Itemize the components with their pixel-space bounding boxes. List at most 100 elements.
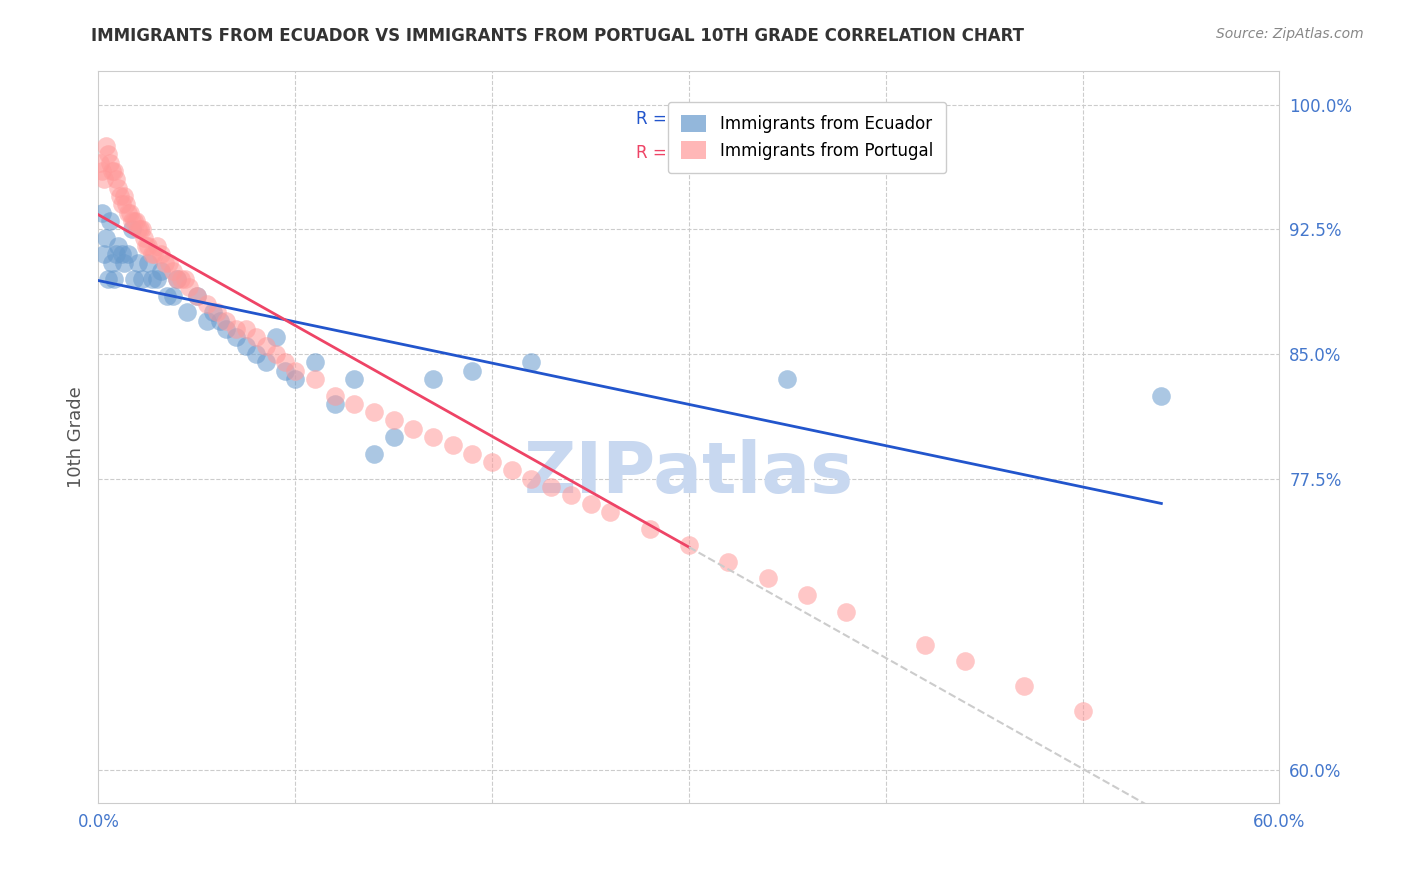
Point bbox=[101, 164, 124, 178]
Point bbox=[141, 272, 163, 286]
Point bbox=[166, 272, 188, 286]
Point bbox=[520, 355, 543, 369]
Point bbox=[93, 172, 115, 186]
Point bbox=[461, 363, 484, 377]
Point bbox=[343, 372, 366, 386]
Point bbox=[132, 230, 155, 244]
Point bbox=[131, 222, 153, 236]
Point bbox=[264, 347, 287, 361]
Point bbox=[131, 272, 153, 286]
Point bbox=[678, 538, 700, 552]
Point bbox=[914, 638, 936, 652]
Point bbox=[89, 156, 111, 170]
Point bbox=[382, 430, 405, 444]
Point bbox=[209, 314, 232, 328]
Point bbox=[245, 330, 267, 344]
Point bbox=[177, 280, 200, 294]
Point bbox=[107, 239, 129, 253]
Point bbox=[796, 588, 818, 602]
Point bbox=[461, 447, 484, 461]
Point bbox=[91, 164, 114, 178]
Text: Source: ZipAtlas.com: Source: ZipAtlas.com bbox=[1216, 27, 1364, 41]
Point bbox=[117, 205, 139, 219]
Point bbox=[121, 222, 143, 236]
Point bbox=[122, 214, 145, 228]
Point bbox=[97, 147, 120, 161]
Point bbox=[402, 422, 425, 436]
Point bbox=[98, 214, 121, 228]
Point bbox=[215, 314, 238, 328]
Point bbox=[599, 505, 621, 519]
Point bbox=[225, 330, 247, 344]
Point bbox=[225, 322, 247, 336]
Point bbox=[363, 405, 385, 419]
Point bbox=[323, 388, 346, 402]
Point bbox=[103, 164, 125, 178]
Point bbox=[1071, 704, 1094, 718]
Point bbox=[115, 197, 138, 211]
Point bbox=[304, 355, 326, 369]
Point bbox=[174, 272, 197, 286]
Point bbox=[98, 156, 121, 170]
Point bbox=[91, 205, 114, 219]
Point bbox=[118, 205, 141, 219]
Point bbox=[150, 247, 173, 261]
Point bbox=[121, 214, 143, 228]
Point bbox=[520, 472, 543, 486]
Point bbox=[254, 338, 277, 352]
Point bbox=[111, 247, 134, 261]
Point bbox=[128, 222, 150, 236]
Point bbox=[112, 255, 135, 269]
Point bbox=[108, 189, 131, 203]
Point bbox=[274, 355, 297, 369]
Point bbox=[1150, 388, 1173, 402]
Point bbox=[170, 272, 193, 286]
Point bbox=[205, 305, 228, 319]
Point bbox=[441, 438, 464, 452]
Point bbox=[1012, 680, 1035, 694]
Point bbox=[756, 571, 779, 585]
Text: R = -0.384    N = 73: R = -0.384 N = 73 bbox=[636, 144, 804, 161]
Point bbox=[481, 455, 503, 469]
Point bbox=[363, 447, 385, 461]
Point bbox=[195, 314, 218, 328]
Point bbox=[274, 363, 297, 377]
Point bbox=[146, 272, 169, 286]
Point bbox=[156, 289, 179, 303]
Point bbox=[186, 289, 208, 303]
Point bbox=[501, 463, 523, 477]
Point bbox=[382, 413, 405, 427]
Point bbox=[264, 330, 287, 344]
Point bbox=[122, 272, 145, 286]
Point bbox=[540, 480, 562, 494]
Point bbox=[343, 397, 366, 411]
Point bbox=[112, 189, 135, 203]
Point bbox=[127, 222, 149, 236]
Point bbox=[284, 363, 307, 377]
Point bbox=[155, 255, 177, 269]
Text: IMMIGRANTS FROM ECUADOR VS IMMIGRANTS FROM PORTUGAL 10TH GRADE CORRELATION CHART: IMMIGRANTS FROM ECUADOR VS IMMIGRANTS FR… bbox=[91, 27, 1025, 45]
Point bbox=[953, 655, 976, 669]
Point bbox=[125, 214, 148, 228]
Point bbox=[150, 264, 173, 278]
Point bbox=[93, 247, 115, 261]
Point bbox=[96, 139, 118, 153]
Point bbox=[717, 555, 740, 569]
Point bbox=[579, 497, 602, 511]
Point bbox=[136, 239, 159, 253]
Point bbox=[105, 172, 128, 186]
Point bbox=[201, 305, 224, 319]
Point bbox=[101, 255, 124, 269]
Text: ZIPatlas: ZIPatlas bbox=[524, 439, 853, 508]
Point bbox=[422, 430, 444, 444]
Point bbox=[135, 239, 157, 253]
Y-axis label: 10th Grade: 10th Grade bbox=[66, 386, 84, 488]
Point bbox=[107, 180, 129, 194]
Point bbox=[105, 247, 128, 261]
Point bbox=[776, 372, 799, 386]
Point bbox=[127, 255, 149, 269]
Point bbox=[136, 255, 159, 269]
Point bbox=[323, 397, 346, 411]
Point bbox=[162, 264, 184, 278]
Point bbox=[835, 605, 858, 619]
